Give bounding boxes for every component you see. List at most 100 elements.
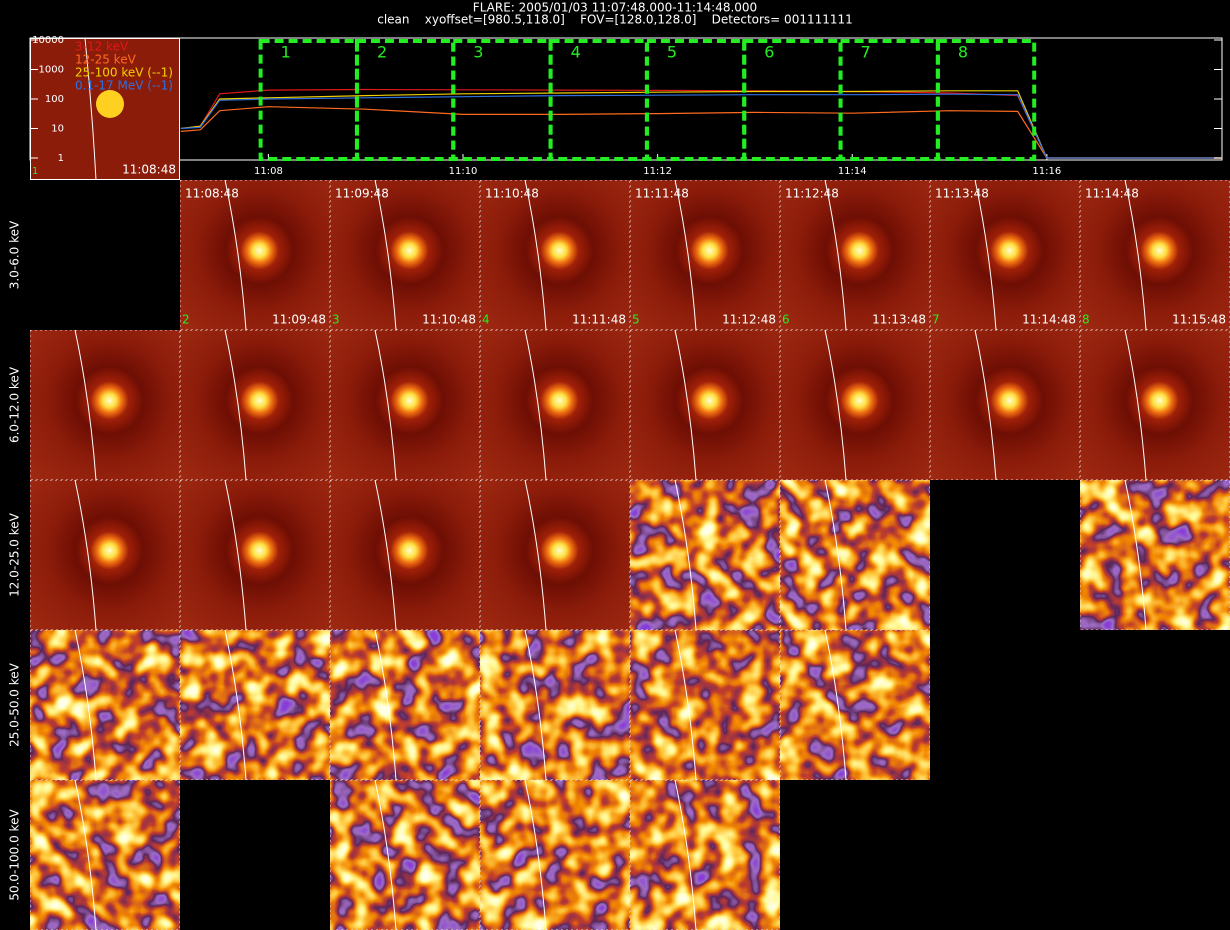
- image: [480, 780, 630, 930]
- image-panel: [30, 779, 180, 930]
- interval-label: 5: [632, 313, 640, 327]
- start-time: 11:10:48: [485, 187, 539, 201]
- interval-number: 6: [764, 43, 774, 62]
- image: [30, 330, 180, 480]
- image-panel: [180, 629, 330, 781]
- image: [630, 180, 780, 330]
- limb: [74, 479, 97, 631]
- image: [180, 330, 330, 480]
- image-panel: [480, 479, 630, 631]
- image-panel: 11:09:48 11:10:48 3: [330, 179, 480, 331]
- image: [780, 180, 930, 330]
- interval-label: 2: [182, 313, 190, 327]
- limb: [74, 329, 97, 481]
- limb: [674, 479, 697, 631]
- limb: [74, 629, 97, 781]
- end-time: 11:13:48: [872, 313, 926, 327]
- image-panel: [630, 629, 780, 781]
- start-time: 11:12:48: [785, 187, 839, 201]
- interval-number: 1: [281, 43, 291, 62]
- start-time: 11:13:48: [935, 187, 989, 201]
- series-line: [180, 93, 1222, 159]
- image: [330, 180, 480, 330]
- interval-box: [838, 39, 940, 161]
- image-panel: 11:14:48 11:15:48 8: [1080, 179, 1230, 331]
- thumbnail: 1 11:08:48: [30, 37, 180, 181]
- limb: [674, 179, 697, 331]
- image-panel: [780, 629, 930, 781]
- image: [180, 180, 330, 330]
- y-tick-label: 100: [45, 94, 64, 105]
- end-time: 11:11:48: [572, 313, 626, 327]
- image: [330, 480, 480, 630]
- image-panel: [930, 329, 1080, 481]
- image-panel: [330, 629, 480, 781]
- interval-label: 4: [482, 313, 490, 327]
- legend-entry: 0.1-17 MeV (--1): [75, 79, 173, 93]
- limb: [1124, 179, 1147, 331]
- interval-box: [935, 39, 1037, 161]
- row-label: 50.0-100.0 keV: [8, 809, 22, 901]
- image-panel: 11:08:48 11:09:48 2: [180, 179, 330, 331]
- image: [1080, 480, 1230, 630]
- limb: [524, 479, 547, 631]
- interval-box: [451, 39, 553, 161]
- image: [1080, 330, 1230, 480]
- row-label: 25.0-50.0 keV: [8, 662, 22, 746]
- interval-number: 4: [571, 43, 581, 62]
- limb: [1124, 329, 1147, 481]
- series-line: [180, 106, 1222, 159]
- limb: [524, 329, 547, 481]
- limb: [374, 629, 397, 781]
- thumbnail-label: 1: [32, 166, 38, 177]
- legend-entry: 3-12 keV: [75, 40, 129, 54]
- image: [780, 480, 930, 630]
- limb: [674, 779, 697, 930]
- interval-number: 2: [377, 43, 387, 62]
- x-tick-label: 11:16: [1032, 166, 1061, 177]
- interval-box: [258, 39, 359, 161]
- limb: [374, 329, 397, 481]
- image: [780, 630, 930, 780]
- image: [330, 630, 480, 780]
- start-time: 11:14:48: [1085, 187, 1139, 201]
- thumbnail-frame: [30, 38, 180, 180]
- image-panel: [480, 329, 630, 481]
- subtitle: clean xyoffset=[980.5,118.0] FOV=[128.0,…: [377, 13, 853, 27]
- x-tick-label: 11:10: [449, 166, 478, 177]
- end-time: 11:14:48: [1022, 313, 1076, 327]
- end-time: 11:09:48: [272, 313, 326, 327]
- limb: [74, 779, 97, 930]
- start-time: 11:08:48: [185, 187, 239, 201]
- y-tick-label: 10000: [32, 35, 64, 46]
- limb: [974, 329, 997, 481]
- thumbnail-time: 11:08:48: [122, 163, 176, 177]
- interval-label: 8: [1082, 313, 1090, 327]
- image: [630, 330, 780, 480]
- end-time: 11:12:48: [722, 313, 776, 327]
- limb: [824, 479, 847, 631]
- limb: [224, 629, 247, 781]
- image: [1080, 180, 1230, 330]
- limb: [1124, 479, 1147, 631]
- limb: [824, 329, 847, 481]
- image-panel: [480, 779, 630, 930]
- image-panel: [330, 779, 480, 930]
- limb: [824, 179, 847, 331]
- y-tick-label: 1: [58, 153, 64, 164]
- image-panel: [780, 329, 930, 481]
- image-panel: [630, 329, 780, 481]
- limb: [824, 629, 847, 781]
- legend-entry: 25-100 keV (--1): [75, 66, 173, 80]
- x-tick-label: 11:08: [254, 166, 283, 177]
- image: [630, 780, 780, 930]
- image-panel: [630, 479, 780, 631]
- limb: [224, 479, 247, 631]
- start-time: 11:09:48: [335, 187, 389, 201]
- image: [180, 480, 330, 630]
- image: [480, 630, 630, 780]
- limb: [674, 329, 697, 481]
- image-panel: [480, 629, 630, 781]
- row-label: 6.0-12.0 keV: [8, 366, 22, 443]
